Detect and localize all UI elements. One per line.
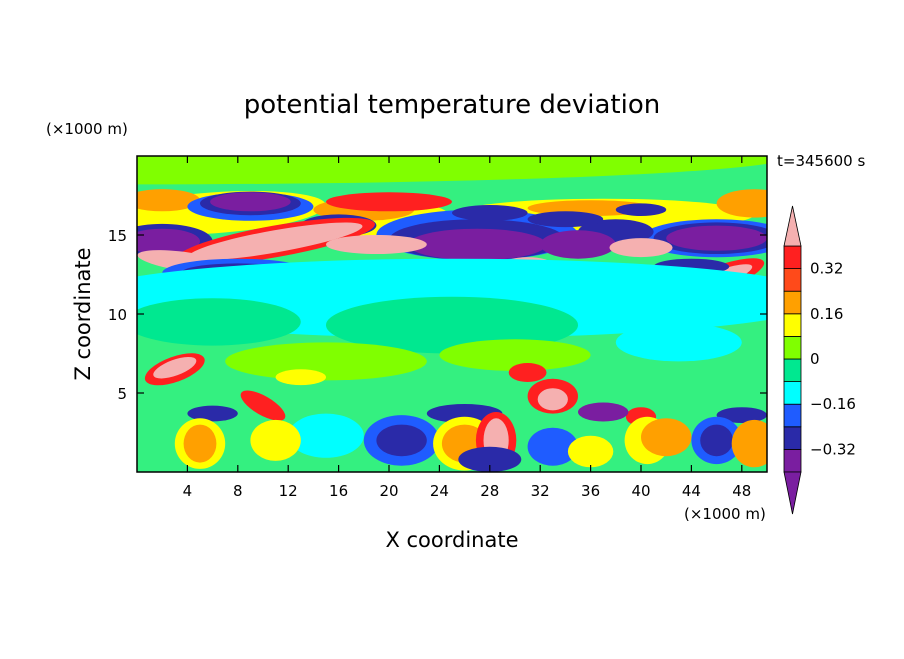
contour-region — [641, 418, 692, 457]
contour-region — [250, 419, 301, 461]
contour-region — [137, 156, 767, 185]
y-unit-label: (×1000 m) — [46, 120, 128, 138]
x-axis-label: X coordinate — [385, 528, 518, 552]
x-unit-label: (×1000 m) — [684, 505, 766, 523]
contour-region — [240, 390, 286, 421]
colorbar-segment — [783, 313, 802, 337]
contour-region — [407, 228, 547, 261]
colorbar-label: 0.32 — [810, 260, 843, 278]
colorbar-label: −0.16 — [810, 395, 856, 413]
colorbar-lower-extension — [783, 471, 802, 515]
contour-region — [540, 230, 616, 259]
contour-region — [716, 189, 767, 218]
x-tick-label: 48 — [732, 482, 751, 500]
colorbar-segment — [783, 381, 802, 405]
contour-region — [716, 407, 767, 423]
contour-region — [578, 402, 629, 422]
x-tick-label: 20 — [379, 482, 398, 500]
contour-region — [508, 363, 547, 382]
x-tick-label: 32 — [531, 482, 550, 500]
contour-region — [137, 228, 200, 254]
contour-region — [210, 192, 291, 212]
x-tick-label: 40 — [631, 482, 650, 500]
colorbar-label: 0.16 — [810, 305, 843, 323]
contour-region — [137, 298, 301, 346]
time-label: t=345600 s — [777, 152, 865, 170]
x-tick-label: 16 — [329, 482, 348, 500]
colorbar-segment — [783, 268, 802, 292]
x-tick-label: 12 — [279, 482, 298, 500]
contour-region — [567, 435, 614, 468]
x-tick-label: 8 — [233, 482, 243, 500]
contour-region — [153, 356, 197, 379]
contour-region — [225, 342, 427, 381]
contour-region — [666, 225, 767, 251]
contour-region — [615, 323, 742, 362]
contour-region — [458, 446, 522, 472]
colorbar: 0.32 0.16 0 −0.16 −0.32 — [783, 205, 856, 515]
contour-region — [183, 424, 217, 463]
x-tick-label: 4 — [183, 482, 193, 500]
contour-region — [326, 192, 452, 212]
contour-region — [452, 205, 528, 221]
contour-region — [537, 388, 568, 411]
colorbar-segment — [783, 403, 802, 428]
contour-region — [376, 424, 427, 457]
colorbar-label: −0.32 — [810, 440, 856, 458]
contour-region — [439, 339, 591, 371]
y-tick-label: 5 — [117, 385, 127, 403]
contour-region — [275, 369, 326, 386]
colorbar-upper-extension — [783, 205, 802, 247]
x-tick-label: 28 — [480, 482, 499, 500]
contour-region — [326, 296, 578, 354]
colorbar-segment — [783, 358, 802, 383]
contour-region — [137, 189, 200, 212]
colorbar-label: 0 — [810, 350, 820, 368]
contour-region — [527, 211, 604, 228]
contour-field — [137, 156, 767, 472]
contour-region — [609, 238, 673, 258]
colorbar-segment — [783, 245, 802, 270]
x-tick-label: 44 — [682, 482, 701, 500]
contour-region — [615, 203, 667, 216]
contour-region — [527, 427, 578, 466]
contour-region — [187, 405, 238, 422]
contour-region — [288, 413, 364, 458]
contour-region — [731, 419, 767, 468]
x-tick-label: 36 — [581, 482, 600, 500]
colorbar-segment — [783, 448, 802, 473]
chart-title: potential temperature deviation — [244, 90, 660, 120]
y-axis-label: Z coordinate — [71, 247, 95, 380]
y-tick-label: 10 — [108, 306, 127, 324]
x-tick-label: 24 — [430, 482, 449, 500]
contour-region — [326, 235, 427, 254]
contour-region — [188, 222, 363, 261]
y-tick-label: 15 — [108, 227, 127, 245]
colorbar-segment — [783, 290, 802, 315]
colorbar-segment — [783, 426, 802, 450]
colorbar-segment — [783, 335, 802, 360]
contour-region — [700, 424, 733, 457]
